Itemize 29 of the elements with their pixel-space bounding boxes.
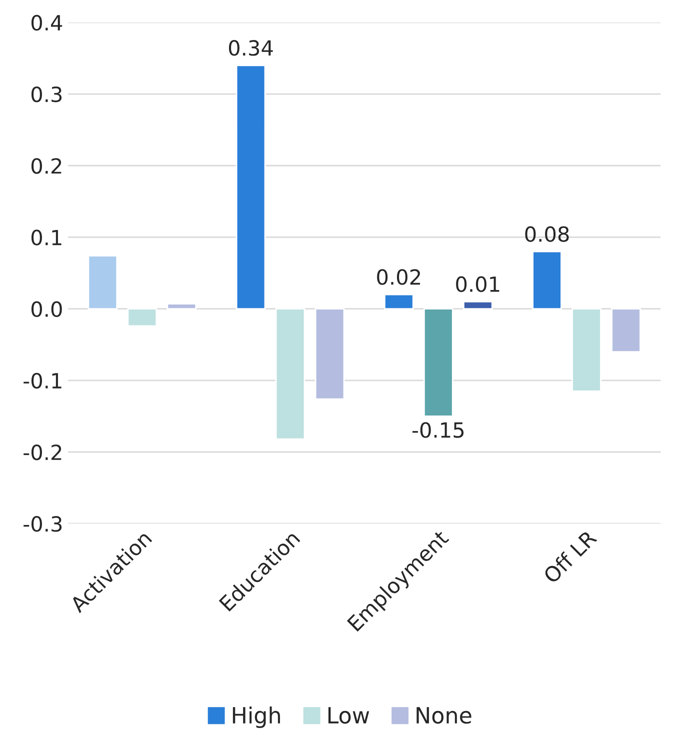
bar bbox=[236, 64, 266, 310]
y-tick-label: -0.1 bbox=[24, 372, 62, 389]
y-tick-label: -0.3 bbox=[24, 516, 62, 532]
bar bbox=[314, 308, 345, 400]
bar bbox=[423, 308, 454, 417]
legend-label: High bbox=[232, 706, 280, 728]
bar bbox=[127, 308, 158, 327]
legend-label: Low bbox=[328, 707, 370, 724]
bar bbox=[384, 294, 414, 310]
y-tick-label: 0.2 bbox=[31, 158, 62, 174]
data-label: 0.34 bbox=[228, 40, 273, 56]
y-tick-label: 0.1 bbox=[31, 230, 62, 246]
bar bbox=[532, 250, 562, 310]
y-tick-label: 0.0 bbox=[31, 301, 62, 318]
legend-label: None bbox=[416, 707, 472, 724]
x-tick-label: Off LR bbox=[542, 528, 598, 584]
data-label: 0.08 bbox=[525, 226, 569, 242]
y-tick-label: -0.2 bbox=[24, 444, 62, 460]
data-label: 0.01 bbox=[456, 276, 500, 292]
data-label: 0.02 bbox=[377, 269, 420, 285]
bar bbox=[275, 308, 306, 440]
y-tick-label: 0.3 bbox=[31, 86, 62, 102]
bar bbox=[462, 300, 493, 310]
bar bbox=[88, 255, 118, 310]
bar bbox=[166, 303, 197, 310]
bar bbox=[572, 308, 602, 392]
data-label: -0.15 bbox=[412, 422, 464, 438]
bar bbox=[611, 308, 641, 352]
y-tick-label: 0.4 bbox=[31, 14, 62, 31]
